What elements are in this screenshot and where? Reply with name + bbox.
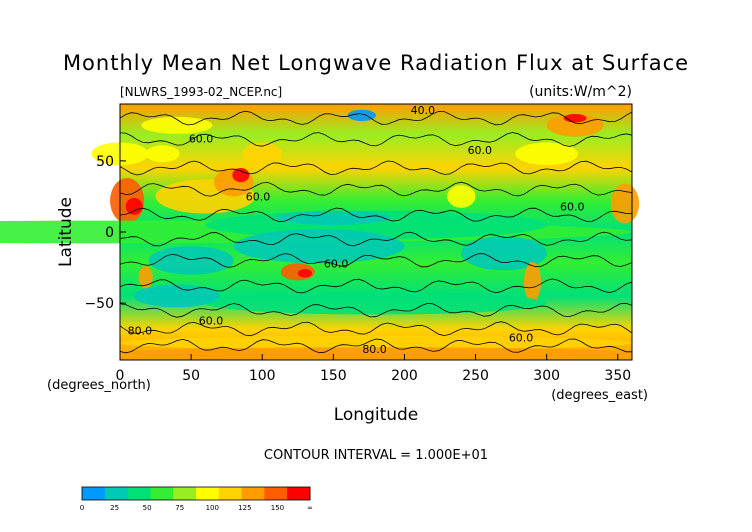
colorbar-swatch — [127, 487, 151, 500]
x-tick-label: 300 — [533, 368, 560, 384]
field-region — [233, 229, 405, 264]
colorbar-swatch — [104, 487, 129, 500]
x-axis-label: Longitude — [334, 405, 419, 425]
x-tick-label: 250 — [462, 368, 489, 384]
contour-label: 80.0 — [362, 343, 387, 356]
chart-subtitle-file: [NLWRS_1993-02_NCEP.nc] — [120, 85, 282, 99]
y-axis-unit-label: (degrees_north) — [47, 378, 151, 393]
colorbar-swatch — [196, 487, 220, 500]
contour-label: 60.0 — [324, 258, 349, 271]
contour-line — [119, 338, 632, 354]
field-region — [447, 185, 476, 208]
field-region — [141, 116, 213, 134]
y-tick-label: 0 — [105, 225, 114, 241]
colorbar-tick-label: 100 — [206, 504, 219, 512]
colorbar-swatch — [241, 487, 265, 500]
field-region — [297, 268, 312, 278]
contour-labels: 40.0 60.0 60.0 60.0 60.0 60.0 60.0 80.0 80.0 60.0 — [128, 104, 585, 356]
colorbar-tick-label: 25 — [110, 504, 119, 512]
field-region — [125, 197, 143, 215]
contour-label: 40.0 — [411, 104, 436, 117]
contour-label: 60.0 — [509, 332, 534, 345]
colorbar-tick-label: 50 — [143, 504, 152, 512]
contour-lines — [119, 110, 633, 354]
y-tick-label: 50 — [96, 154, 114, 170]
contour-line — [119, 253, 633, 268]
field-region — [546, 113, 604, 137]
field-region — [610, 183, 640, 224]
colorbar-tick-label: 0 — [80, 504, 84, 512]
colorbar-swatch — [82, 487, 106, 500]
field-region — [515, 142, 578, 166]
field-layer — [0, 109, 640, 359]
colorbar-tick-label: 125 — [238, 504, 251, 512]
field-region — [523, 261, 541, 302]
contour-line — [119, 207, 633, 223]
contour-label: 60.0 — [199, 314, 224, 327]
field-region — [347, 109, 376, 122]
contour-line — [119, 110, 633, 126]
field-region — [134, 284, 220, 308]
colorbar-swatch — [264, 487, 288, 500]
y-tick-label: −50 — [84, 296, 114, 312]
field-region — [145, 145, 180, 163]
contour-line — [119, 302, 633, 318]
y-axis-label: Latitude — [56, 197, 76, 267]
chart-title: Monthly Mean Net Longwave Radiation Flux… — [63, 51, 689, 75]
x-tick-label: 150 — [320, 368, 347, 384]
y-axis-ticks: 50 0 −50 — [84, 154, 126, 312]
field-region — [232, 168, 250, 183]
colorbar-swatch — [173, 487, 197, 500]
contour-label: 60.0 — [468, 144, 493, 157]
x-tick-label: 100 — [249, 368, 276, 384]
contour-label: 60.0 — [189, 132, 214, 145]
contour-label: 60.0 — [560, 201, 585, 214]
field-region — [120, 347, 632, 359]
colorbar-swatch — [150, 487, 174, 500]
x-tick-label: 350 — [604, 368, 631, 384]
contour-label: 60.0 — [246, 191, 271, 204]
x-tick-label: 50 — [182, 368, 200, 384]
contour-line — [119, 321, 633, 337]
contour-line — [119, 160, 633, 176]
field-region — [276, 210, 391, 225]
colorbar-tick-label: ∞ — [307, 504, 313, 512]
field-region — [120, 335, 632, 351]
colorbar-swatch — [287, 487, 311, 500]
field-region — [138, 266, 153, 289]
colorbar-frame — [81, 486, 311, 501]
colorbar-tick-label: 150 — [271, 504, 284, 512]
colorbar: 0 25 50 75 100 125 150 ∞ — [80, 486, 313, 512]
field-region — [148, 246, 234, 275]
x-axis-ticks: 0 50 100 150 200 250 300 350 — [116, 354, 631, 384]
colorbar-swatch — [218, 487, 243, 500]
contour-line — [119, 181, 633, 197]
field-region — [242, 142, 283, 166]
contour-line — [119, 132, 633, 147]
x-tick-label: 0 — [116, 368, 125, 384]
field-region — [461, 236, 547, 271]
contour-interval-label: CONTOUR INTERVAL = 1.000E+01 — [264, 448, 488, 463]
contour-label: 80.0 — [128, 324, 153, 337]
field-region — [205, 291, 547, 315]
contour-line — [119, 278, 633, 294]
x-tick-label: 200 — [391, 368, 418, 384]
colorbar-tick-label: 75 — [175, 504, 184, 512]
chart-subtitle-units: (units:W/m^2) — [529, 84, 632, 100]
x-axis-unit-label: (degrees_east) — [551, 388, 648, 403]
contour-line — [119, 231, 633, 247]
